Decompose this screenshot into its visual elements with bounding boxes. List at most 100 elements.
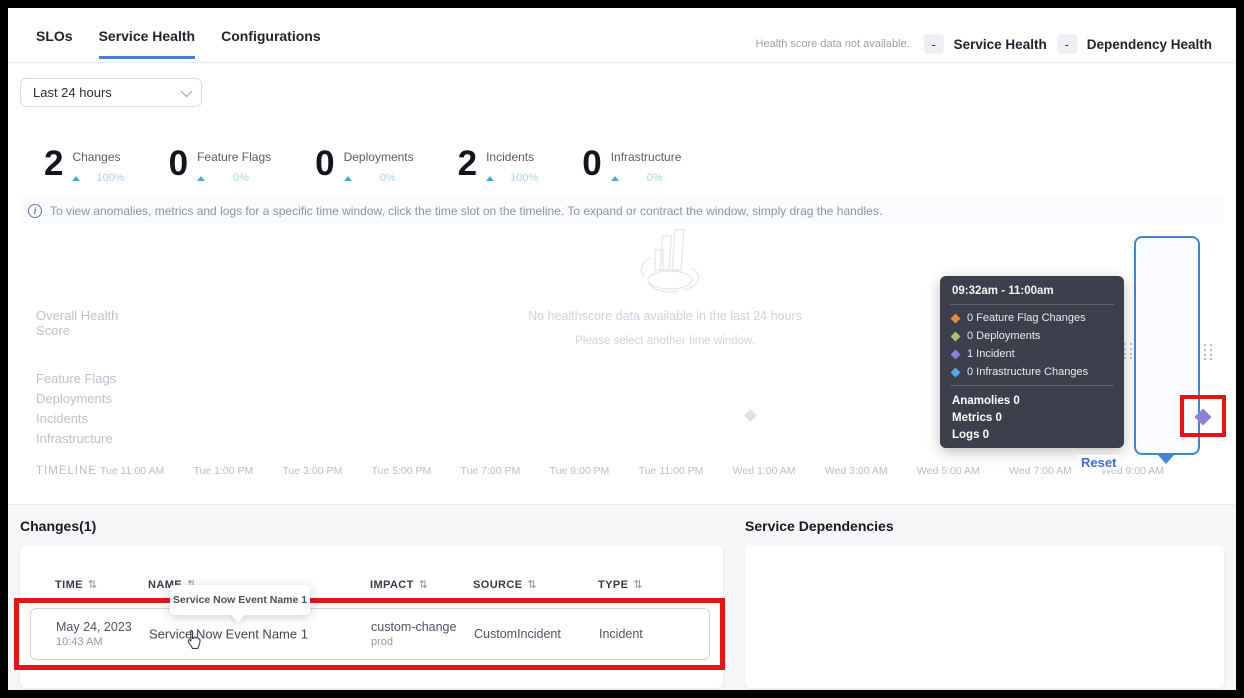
time-range-dropdown[interactable]: Last 24 hours [20,78,202,107]
tooltip-anomalies: Anamolies 0 [952,395,1020,407]
chevron-down-icon [180,85,193,97]
selection-left-drag-handle[interactable] [1124,343,1134,360]
column-header-time[interactable]: TIME ⇅ [55,578,97,591]
stat-label: Incidents [486,150,535,164]
row-source: CustomIncident [474,627,561,641]
time-window-selection[interactable] [1134,236,1200,455]
stat-value: 0 [582,144,602,183]
changes-table-card: TIME ⇅ NAME ⇅ IMPACT ⇅ SOURCE ⇅ TYPE ⇅ [20,545,723,688]
trend-up-icon [72,175,81,181]
feature-flag-diamond-icon [950,313,961,323]
row-label-overall-health-score: Overall Health Score [36,308,119,338]
stat-value: 2 [44,144,64,183]
tooltip-time-range: 09:32am - 11:00am [952,285,1054,297]
tick: Wed 1:00 AM [732,465,796,477]
tooltip-item: 0 Feature Flag Changes [950,312,1112,324]
row-label-feature-flags: Feature Flags [36,371,117,386]
column-label: TIME [55,578,83,591]
stat-label: Deployments [343,150,414,164]
column-header-type[interactable]: TYPE ⇅ [598,578,643,591]
app-window: SLOs Service Health Configurations Healt… [8,8,1236,690]
column-header-source[interactable]: SOURCE ⇅ [473,578,537,591]
stat-changes: 2 Changes 100% [44,144,125,184]
empty-state-subtitle: Please select another time window. [575,335,755,347]
row-label-deployments: Deployments [36,391,112,406]
trend-up-icon [610,175,619,181]
selection-right-drag-handle[interactable] [1204,344,1214,361]
service-dependencies-card [745,545,1224,688]
tab-service-health[interactable]: Service Health [98,28,196,59]
tick: Tue 1:00 PM [193,465,254,477]
row-tooltip-caret-icon [230,614,246,623]
tab-bar: SLOs Service Health Configurations Healt… [8,8,1236,63]
stat-percent: 0% [233,172,250,184]
service-health-score-label: Service Health [953,36,1047,52]
tab-configurations[interactable]: Configurations [221,28,321,44]
sort-icon: ⇅ [418,578,428,591]
stat-percent: 100% [510,172,539,184]
column-header-impact[interactable]: IMPACT ⇅ [370,578,428,591]
stat-incidents: 2 Incidents 100% [458,144,539,184]
stat-label: Infrastructure [610,150,682,164]
cell-type: Incident [599,627,643,641]
row-impact: custom-change [371,620,457,634]
stat-value: 0 [315,144,335,183]
time-range-value: Last 24 hours [33,85,112,100]
tooltip-item-label: 0 Deployments [967,330,1041,342]
tick: Tue 9:00 PM [549,465,610,477]
empty-state-title: No healthscore data available in the las… [528,309,802,323]
tooltip-divider [950,304,1114,305]
stat-feature-flags: 0 Feature Flags 0% [169,144,272,184]
stats-row: 2 Changes 100% 0 Feature Flags 0% 0 Depl… [44,144,681,184]
row-name-tooltip: Service Now Event Name 1 [170,585,310,615]
tick: Wed 5:00 AM [916,465,980,477]
tick: Tue 5:00 PM [371,465,432,477]
health-legend: Health score data not available. - Servi… [756,34,1212,54]
sort-icon: ⇅ [187,578,196,591]
sort-icon: ⇅ [633,578,643,591]
column-label: TYPE [598,578,629,591]
incident-diamond-icon [950,349,961,359]
sort-icon: ⇅ [87,578,98,591]
tick: Wed 3:00 AM [824,465,888,477]
timeslot-tooltip: 09:32am - 11:00am 0 Feature Flag Changes… [940,276,1124,448]
info-banner: i To view anomalies, metrics and logs fo… [20,198,1224,223]
stat-label: Feature Flags [197,150,272,164]
info-icon: i [28,203,42,218]
row-label-incidents: Incidents [36,411,89,426]
dependency-health-score-badge: - [1056,34,1077,54]
trend-up-icon [343,175,352,181]
faded-event-marker-icon [744,409,757,422]
row-date: May 24, 2023 [56,620,132,634]
trend-up-icon [486,175,495,181]
trend-up-icon [197,175,206,181]
cell-time: May 24, 2023 10:43 AM [56,620,132,648]
dependencies-section-title: Service Dependencies [745,518,894,534]
change-table-row[interactable]: May 24, 2023 10:43 AM Service Now Event … [30,608,710,660]
sort-icon: ⇅ [527,578,537,591]
row-clock: 10:43 AM [56,636,103,648]
stat-deployments: 0 Deployments 0% [315,144,414,184]
tooltip-item-label: 0 Infrastructure Changes [967,366,1089,378]
column-label: IMPACT [370,578,414,591]
tab-slos[interactable]: SLOs [36,28,73,44]
tooltip-item: 0 Infrastructure Changes [950,366,1112,378]
deployment-diamond-icon [950,331,961,341]
stat-infrastructure: 0 Infrastructure 0% [582,144,681,184]
tick: Tue 11:00 PM [638,465,704,477]
cursor-pointer-icon [187,630,201,649]
tick: Tue 3:00 PM [282,465,343,477]
tooltip-metrics: Metrics 0 [952,412,1002,424]
row-name: Service Now Event Name 1 [149,626,308,642]
row-label-infrastructure: Infrastructure [36,431,113,446]
tooltip-item-label: 0 Feature Flag Changes [967,312,1086,324]
tick: Tue 11:00 AM [100,465,165,477]
tooltip-divider [950,385,1114,386]
stat-percent: 100% [96,172,125,184]
reset-button[interactable]: Reset [1078,455,1120,470]
bottom-section: Changes(1) Service Dependencies TIME ⇅ N… [8,505,1236,690]
tick: Tue 7:00 PM [460,465,521,477]
tooltip-logs: Logs 0 [952,429,990,441]
tick: Wed 7:00 AM [1009,465,1072,477]
